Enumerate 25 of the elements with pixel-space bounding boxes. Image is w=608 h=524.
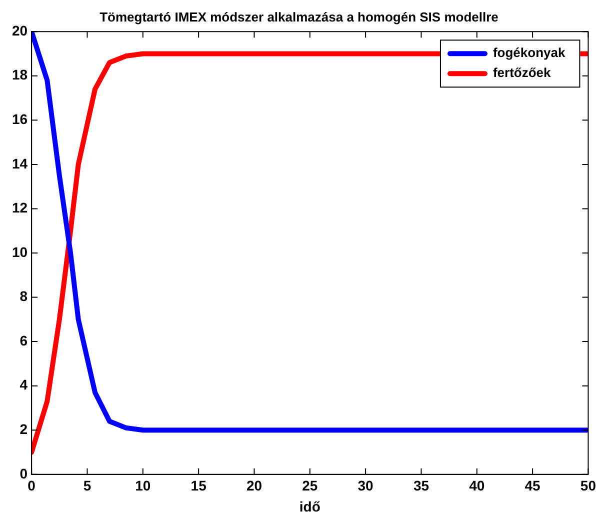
y-tick-label: 14 <box>12 155 28 172</box>
x-tick-label: 50 <box>580 478 596 494</box>
x-tick-label: 20 <box>246 478 262 494</box>
x-tick-label: 30 <box>358 478 374 494</box>
y-tick-label: 18 <box>12 66 28 83</box>
legend-label: fogékonyak <box>492 45 566 60</box>
y-tick-label: 16 <box>12 111 28 128</box>
x-tick-label: 45 <box>524 478 541 494</box>
y-tick-label: 20 <box>12 22 28 38</box>
y-tick-label: 4 <box>20 376 28 393</box>
x-tick-label: 5 <box>83 478 92 494</box>
y-tick-label: 8 <box>20 288 28 304</box>
x-tick-label: 10 <box>135 478 151 494</box>
x-axis-title: idő <box>299 498 320 514</box>
y-tick-label: 10 <box>12 244 28 260</box>
legend-label: fertőzőek <box>492 65 552 80</box>
x-tick-label: 40 <box>469 478 485 494</box>
y-tick-label: 12 <box>12 200 28 216</box>
y-tick-label: 0 <box>20 465 28 482</box>
x-tick-label: 25 <box>302 478 318 494</box>
y-tick-label: 2 <box>20 420 28 437</box>
y-tick-label: 6 <box>20 332 28 348</box>
chart-title: Tömegtartó IMEX módszer alkalmazása a homogén SIS modellre <box>100 9 498 24</box>
x-tick-label: 35 <box>413 478 430 494</box>
x-tick-label: 15 <box>190 478 207 494</box>
